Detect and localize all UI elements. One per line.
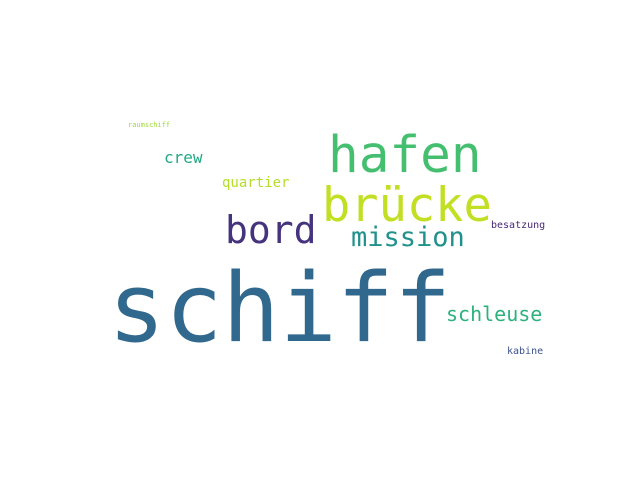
word-schleuse: schleuse <box>446 302 543 326</box>
word-besatzung: besatzung <box>491 220 546 231</box>
word-schiff: schiff <box>108 254 452 364</box>
word-hafen: hafen <box>328 126 482 185</box>
word-raumschiff: raumschiff <box>128 121 171 129</box>
word-crew: crew <box>164 148 203 167</box>
word-kabine: kabine <box>507 346 544 357</box>
word-bruecke: brücke <box>322 178 492 233</box>
word-quartier: quartier <box>222 175 290 191</box>
word-bord: bord <box>225 208 317 252</box>
word-mission: mission <box>351 222 465 253</box>
